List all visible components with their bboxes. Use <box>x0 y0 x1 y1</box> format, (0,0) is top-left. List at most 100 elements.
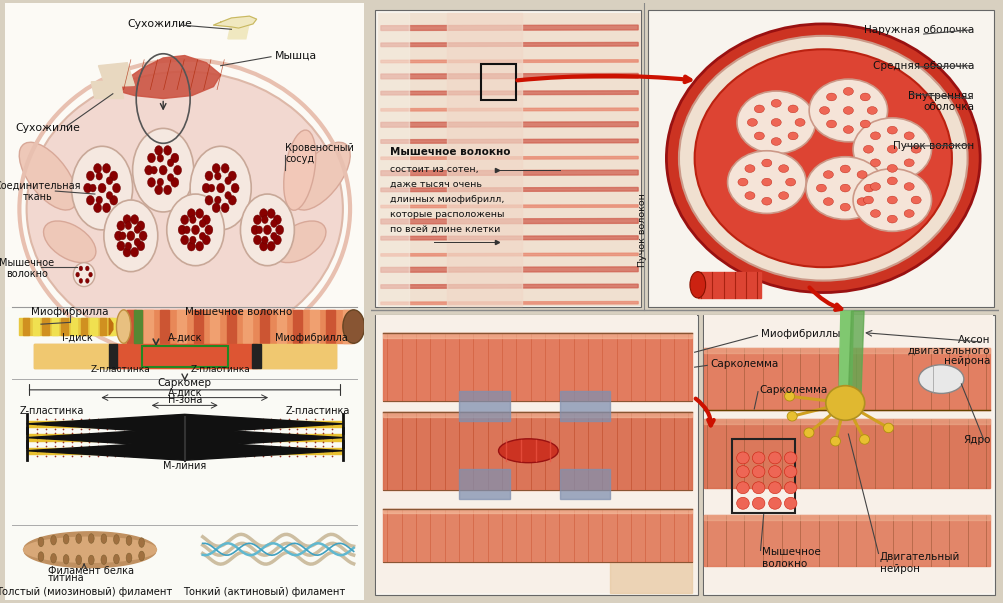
Point <box>107 438 123 447</box>
Polygon shape <box>71 318 77 335</box>
Point <box>133 441 149 451</box>
Point <box>307 414 323 424</box>
Ellipse shape <box>103 200 157 271</box>
Point <box>263 450 279 460</box>
Ellipse shape <box>229 171 236 181</box>
Point <box>272 424 288 434</box>
Point <box>220 428 236 438</box>
Ellipse shape <box>190 147 251 230</box>
Point <box>229 446 245 456</box>
Text: Мышечное волокно: Мышечное волокно <box>185 307 292 317</box>
Ellipse shape <box>787 132 797 140</box>
Ellipse shape <box>284 130 316 210</box>
Point <box>141 414 157 424</box>
Point <box>55 438 71 447</box>
Ellipse shape <box>119 232 125 240</box>
Point <box>107 441 123 451</box>
Text: Z-пластинка: Z-пластинка <box>191 365 251 374</box>
Point <box>272 446 288 456</box>
Point <box>237 441 253 451</box>
Ellipse shape <box>727 151 805 213</box>
Polygon shape <box>109 318 115 335</box>
Point <box>315 428 331 438</box>
Ellipse shape <box>678 36 967 280</box>
Polygon shape <box>127 310 136 343</box>
Point <box>81 424 97 434</box>
Point <box>64 441 80 451</box>
Polygon shape <box>34 344 112 368</box>
Ellipse shape <box>109 195 117 205</box>
Polygon shape <box>34 344 335 368</box>
Point <box>324 450 340 460</box>
Ellipse shape <box>86 171 94 181</box>
Ellipse shape <box>768 452 780 464</box>
Ellipse shape <box>736 482 748 494</box>
Ellipse shape <box>785 178 795 186</box>
Circle shape <box>138 538 144 548</box>
Point <box>81 414 97 424</box>
Point <box>289 414 305 424</box>
Ellipse shape <box>130 247 138 257</box>
Text: Миофибриллы: Миофибриллы <box>760 329 840 339</box>
Ellipse shape <box>887 126 897 134</box>
Ellipse shape <box>768 482 780 494</box>
Polygon shape <box>459 469 510 499</box>
Polygon shape <box>380 156 638 159</box>
Polygon shape <box>848 311 864 397</box>
Bar <box>374 10 641 308</box>
Point <box>46 419 62 429</box>
Polygon shape <box>99 318 106 335</box>
Point <box>46 433 62 443</box>
Text: Z-пластинка: Z-пластинка <box>19 406 83 415</box>
Point <box>107 414 123 424</box>
Point <box>194 424 210 434</box>
Ellipse shape <box>853 118 931 181</box>
Ellipse shape <box>109 171 117 181</box>
Polygon shape <box>23 318 29 335</box>
Ellipse shape <box>751 497 764 510</box>
Ellipse shape <box>857 198 867 206</box>
Point <box>141 419 157 429</box>
Point <box>55 441 71 451</box>
Polygon shape <box>380 74 638 79</box>
Point <box>81 428 97 438</box>
Circle shape <box>113 535 119 544</box>
Ellipse shape <box>253 215 261 224</box>
Ellipse shape <box>262 236 268 244</box>
Text: Средняя оболочка: Средняя оболочка <box>872 61 973 71</box>
Text: нейрона: нейрона <box>943 356 989 365</box>
Point <box>64 450 80 460</box>
Text: Кровеносный
сосуд: Кровеносный сосуд <box>285 143 354 164</box>
Ellipse shape <box>263 225 271 235</box>
Point <box>237 414 253 424</box>
Ellipse shape <box>116 241 124 251</box>
Ellipse shape <box>178 225 186 235</box>
Ellipse shape <box>171 153 179 163</box>
Ellipse shape <box>190 236 196 244</box>
Circle shape <box>126 553 131 563</box>
Point <box>263 414 279 424</box>
Ellipse shape <box>231 183 239 193</box>
Point <box>29 419 45 429</box>
Point <box>90 438 106 447</box>
Ellipse shape <box>825 93 835 101</box>
Point <box>150 433 166 443</box>
Point <box>298 428 314 438</box>
Point <box>237 446 253 456</box>
Ellipse shape <box>19 142 77 210</box>
Ellipse shape <box>267 209 275 218</box>
Ellipse shape <box>751 452 764 464</box>
Ellipse shape <box>196 241 204 251</box>
Point <box>212 450 228 460</box>
Point <box>150 424 166 434</box>
Circle shape <box>113 554 119 564</box>
Point <box>229 424 245 434</box>
Circle shape <box>50 535 56 545</box>
Point <box>255 446 271 456</box>
Ellipse shape <box>822 198 832 206</box>
Point <box>229 441 245 451</box>
Point <box>324 446 340 456</box>
Ellipse shape <box>694 49 951 267</box>
Polygon shape <box>380 284 638 288</box>
Bar <box>5 522 364 600</box>
